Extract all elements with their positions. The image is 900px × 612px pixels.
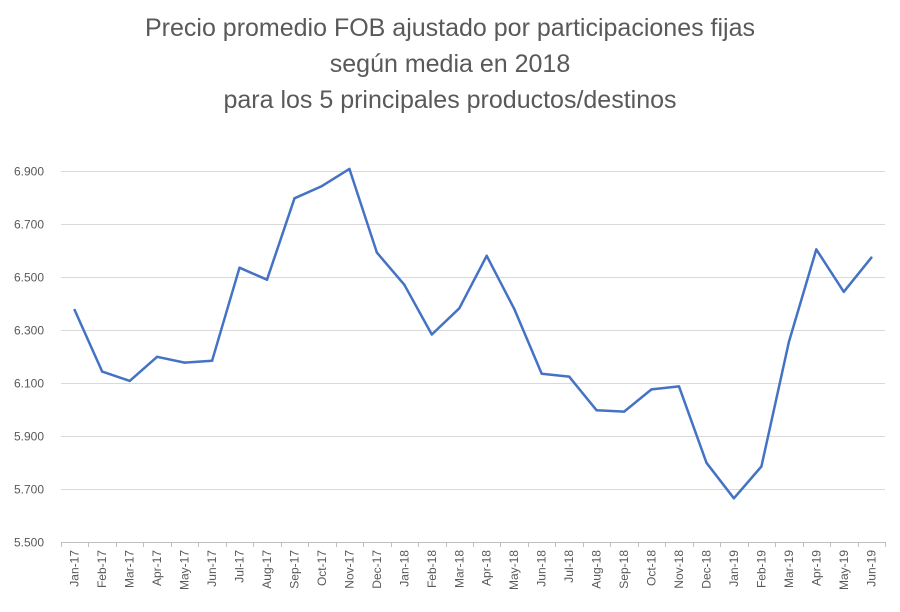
data-point: [348, 167, 351, 171]
y-tick-label: 5.500: [14, 536, 44, 550]
chart-title-line-1: Precio promedio FOB ajustado por partici…: [144, 14, 756, 42]
data-point: [622, 410, 626, 413]
chart-title-line-3: para los 5 principales productos/destino…: [223, 86, 677, 114]
x-tick-label: May-18: [507, 550, 521, 590]
x-tick-label: Apr-19: [809, 550, 823, 586]
x-tick-label: May-17: [178, 550, 192, 590]
data-point: [403, 283, 406, 286]
series-group: [73, 167, 873, 500]
data-point: [595, 409, 598, 412]
data-point: [430, 333, 433, 336]
y-tick-label: 5.700: [14, 483, 44, 497]
data-point: [540, 372, 543, 375]
x-tick-label: Sep-17: [287, 550, 301, 589]
data-point: [101, 370, 104, 373]
y-axis: 5.500 5.700 5.900 6.100 6.300 6.500 6.700 6.900: [14, 165, 44, 550]
x-tick-label: Jul-18: [562, 550, 576, 583]
data-point: [870, 256, 873, 259]
x-tick-label: Nov-17: [342, 550, 356, 589]
y-tick-label: 5.900: [14, 430, 44, 444]
data-point: [238, 266, 241, 269]
data-point: [293, 197, 296, 200]
x-tick-label: Dec-17: [370, 550, 384, 589]
data-point: [760, 465, 763, 468]
data-point: [73, 308, 76, 312]
data-point: [128, 379, 131, 383]
x-tick-label: Jun-17: [205, 550, 219, 587]
chart-title-line-2: según media en 2018: [329, 50, 571, 78]
x-tick-label: Mar-17: [123, 550, 137, 588]
y-tick-label: 6.300: [14, 324, 44, 338]
data-point: [677, 385, 681, 388]
data-point: [787, 340, 791, 344]
data-point: [842, 290, 845, 293]
x-tick-label: Jan-18: [397, 550, 411, 587]
x-tick-label: Dec-18: [699, 550, 713, 589]
data-point: [513, 307, 516, 310]
series-line: [73, 167, 873, 500]
x-tick-label: Jan-17: [68, 550, 82, 587]
x-tick-label: Jan-19: [727, 550, 741, 587]
data-point: [732, 497, 736, 500]
x-tick-label: Aug-18: [590, 550, 604, 589]
x-tick-label: Mar-19: [782, 550, 796, 588]
x-tick-label: Oct-17: [315, 550, 329, 586]
data-point: [485, 254, 488, 257]
data-point: [705, 461, 708, 464]
x-tick-label: Feb-18: [425, 550, 439, 588]
y-tick-label: 6.100: [14, 377, 44, 391]
x-tick-label: Jun-18: [535, 550, 549, 587]
x-tick-label: Feb-17: [95, 550, 109, 588]
data-point: [210, 359, 214, 362]
x-tick-label: Oct-18: [645, 550, 659, 586]
x-tick-label: Aug-17: [260, 550, 274, 589]
x-tick-label: Sep-18: [617, 550, 631, 589]
data-point: [265, 278, 269, 281]
data-point: [320, 184, 324, 188]
data-point: [375, 251, 379, 254]
chart-title: Precio promedio FOB ajustado por partici…: [0, 10, 900, 118]
y-tick-label: 6.700: [14, 218, 44, 232]
x-tick-label: May-19: [837, 550, 851, 590]
x-tick-label: Apr-18: [480, 550, 494, 586]
x-tick-label: Jun-19: [864, 550, 878, 587]
data-point: [155, 355, 159, 358]
x-tick-label: Apr-17: [150, 550, 164, 586]
x-tick-label: Nov-18: [672, 550, 686, 589]
data-point: [567, 375, 571, 378]
x-tick-label: Mar-18: [452, 550, 466, 588]
x-tick-label: Jul-17: [233, 550, 247, 583]
data-point: [815, 248, 818, 251]
data-point: [458, 307, 461, 310]
x-tick-label: Feb-19: [754, 550, 768, 588]
data-point: [183, 361, 186, 364]
y-tick-label: 6.500: [14, 271, 44, 285]
data-point: [650, 388, 653, 391]
y-tick-label: 6.900: [14, 165, 44, 179]
gridlines: [61, 171, 885, 490]
x-axis: Jan-17 Feb-17 Mar-17 Apr-17 May-17 Jun-17 Jul-…: [61, 542, 886, 590]
